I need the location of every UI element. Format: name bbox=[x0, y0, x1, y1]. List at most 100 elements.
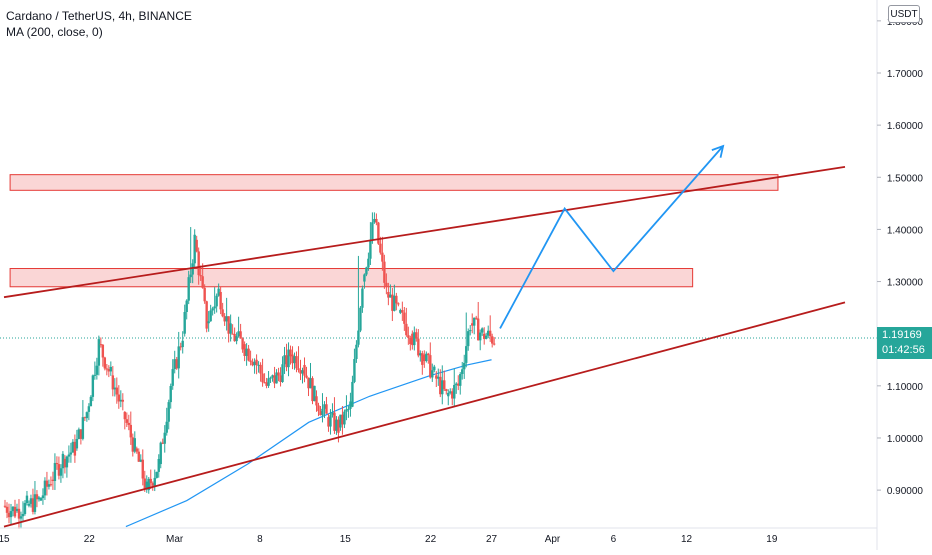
x-tick-label: Apr bbox=[545, 534, 561, 545]
candle-body bbox=[41, 495, 45, 499]
candle-body bbox=[203, 287, 206, 302]
candle-body bbox=[381, 252, 384, 262]
candle-body bbox=[93, 374, 97, 376]
candle-body bbox=[391, 294, 394, 311]
candle-body bbox=[343, 411, 346, 425]
candle-body bbox=[63, 458, 67, 468]
candle-body bbox=[477, 318, 480, 341]
candle-body bbox=[257, 364, 260, 366]
candle-body bbox=[301, 370, 304, 374]
x-tick-label: 15 bbox=[340, 534, 352, 545]
x-tick-label: 22 bbox=[84, 534, 96, 545]
candle-body bbox=[109, 366, 113, 372]
candle-body bbox=[401, 310, 404, 313]
candle-body bbox=[19, 516, 23, 519]
candle-body bbox=[339, 414, 342, 428]
candle-body bbox=[3, 505, 7, 507]
candle-body bbox=[53, 462, 57, 481]
candle-body bbox=[147, 478, 150, 491]
candle-body bbox=[25, 495, 29, 504]
candle-body bbox=[431, 370, 434, 378]
candle-body bbox=[307, 377, 310, 389]
candle-body bbox=[91, 375, 95, 397]
candle-body bbox=[73, 441, 77, 456]
resistance-trendline bbox=[3, 165, 846, 299]
candle-body bbox=[471, 323, 474, 326]
candle-body bbox=[235, 336, 238, 342]
candle-body bbox=[9, 511, 13, 518]
candle-body bbox=[333, 412, 336, 431]
candle-body bbox=[165, 421, 168, 433]
projection-arrowhead bbox=[711, 144, 725, 158]
candle-body bbox=[13, 506, 17, 517]
candle-body bbox=[113, 387, 117, 390]
candle-body bbox=[325, 404, 328, 414]
y-tick-label: 1.70000 bbox=[887, 69, 924, 80]
currency-selector-button[interactable]: USDT bbox=[888, 5, 920, 23]
candle-body bbox=[269, 377, 272, 379]
candle-body bbox=[479, 332, 482, 341]
y-tick-label: 1.10000 bbox=[887, 382, 924, 393]
candle-body bbox=[447, 392, 450, 397]
candle-body bbox=[253, 361, 256, 366]
candle-body bbox=[319, 411, 322, 416]
candle-body bbox=[223, 316, 226, 322]
candle-body bbox=[427, 353, 430, 356]
candle-body bbox=[103, 357, 107, 369]
y-tick-label: 1.40000 bbox=[887, 225, 924, 236]
candle-body bbox=[489, 330, 492, 337]
candle-body bbox=[279, 375, 282, 383]
candle-body bbox=[141, 459, 144, 479]
candle-body bbox=[135, 448, 138, 452]
candle-body bbox=[407, 335, 410, 338]
candle-body bbox=[249, 360, 252, 362]
candle-body bbox=[99, 344, 103, 346]
candle-body bbox=[273, 375, 276, 384]
candle-body bbox=[443, 380, 446, 390]
candle-body bbox=[437, 376, 440, 379]
candle-body bbox=[467, 331, 470, 347]
candle-body bbox=[251, 361, 254, 366]
ma-indicator-legend[interactable]: MA (200, close, 0) bbox=[6, 25, 103, 39]
projection-path bbox=[499, 145, 724, 329]
candle-body bbox=[183, 311, 186, 334]
candle-body bbox=[359, 307, 362, 331]
candle-body bbox=[207, 321, 210, 324]
candle-body bbox=[341, 414, 344, 425]
candle-body bbox=[195, 239, 198, 252]
candle-body bbox=[31, 498, 35, 512]
candle-body bbox=[247, 348, 250, 361]
candle-body bbox=[215, 295, 218, 307]
candle-body bbox=[347, 408, 350, 410]
candle-body bbox=[17, 508, 21, 519]
candle-body bbox=[33, 494, 37, 512]
candle-body bbox=[69, 452, 73, 455]
candle-body bbox=[201, 276, 204, 288]
candle-body bbox=[155, 471, 158, 478]
candle-body bbox=[441, 380, 444, 395]
candle-body bbox=[315, 396, 318, 406]
candle-body bbox=[291, 354, 294, 364]
candle-body bbox=[281, 364, 284, 383]
bar-countdown: 01:42:56 bbox=[882, 344, 925, 356]
candle-body bbox=[45, 480, 49, 487]
candle-body bbox=[487, 330, 490, 336]
candle-body bbox=[483, 333, 486, 339]
candle-body bbox=[399, 310, 402, 313]
candle-body bbox=[335, 419, 338, 431]
candle-body bbox=[47, 484, 51, 487]
candle-body bbox=[259, 364, 262, 374]
candle-body bbox=[473, 317, 476, 326]
candle-body bbox=[171, 369, 174, 386]
candle-body bbox=[139, 459, 142, 462]
candle-body bbox=[383, 261, 386, 283]
chart-title[interactable]: Cardano / TetherUS, 4h, BINANCE bbox=[6, 9, 192, 23]
candle-body bbox=[7, 512, 11, 518]
candle-body bbox=[167, 402, 170, 422]
candle-body bbox=[435, 375, 438, 379]
candle-body bbox=[21, 513, 25, 517]
resistance-zone-2 bbox=[9, 268, 694, 288]
candle-body bbox=[153, 477, 156, 486]
